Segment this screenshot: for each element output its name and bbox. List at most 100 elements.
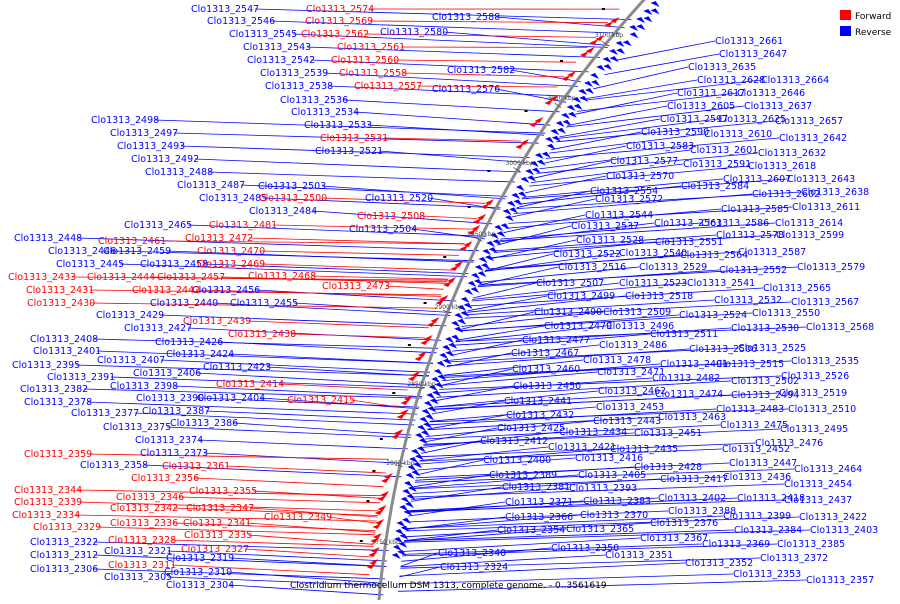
- reverse-gene-arrow: [489, 247, 498, 253]
- feature-marker: [372, 470, 375, 472]
- reverse-gene-arrow: [411, 470, 420, 476]
- gene-label: Clo1313_2635: [688, 62, 756, 73]
- gene-label: Clo1313_2434: [559, 427, 627, 438]
- reverse-gene-arrow: [451, 335, 460, 341]
- reverse-gene-arrow: [537, 160, 546, 166]
- reverse-gene-arrow: [392, 553, 401, 559]
- forward-gene-arrow: [401, 399, 410, 405]
- gene-label: Clo1313_2503: [258, 181, 326, 192]
- legend-forward-swatch: [840, 10, 851, 20]
- gene-label: Clo1313_2538: [265, 81, 333, 92]
- gene-label: Clo1313_2329: [33, 522, 101, 533]
- gene-label: Clo1313_2488: [145, 167, 213, 178]
- gene-label: Clo1313_2526: [781, 371, 849, 382]
- gene-label: Clo1313_2585: [721, 204, 789, 215]
- gene-label: Clo1313_2477: [522, 335, 590, 346]
- gene-label: Clo1313_2386: [170, 418, 238, 429]
- gene-label: Clo1313_2444: [87, 272, 155, 283]
- reverse-gene-arrow: [542, 152, 551, 158]
- gene-label: Clo1313_2664: [761, 75, 829, 86]
- gene-label: Clo1313_2539: [260, 68, 328, 79]
- gene-label: Clo1313_2465: [124, 220, 192, 231]
- reverse-gene-arrow: [454, 327, 463, 333]
- forward-gene-arrow: [481, 203, 490, 209]
- reverse-gene-arrow: [439, 353, 448, 359]
- gene-label: Clo1313_2439: [183, 316, 251, 327]
- reverse-gene-arrow: [421, 430, 430, 436]
- gene-label: Clo1313_2393: [569, 483, 637, 494]
- forward-gene-arrow: [375, 509, 384, 515]
- gene-label: Clo1313_2436: [723, 472, 791, 483]
- gene-label: Clo1313_2358: [80, 460, 148, 471]
- gene-label: Clo1313_2369: [702, 539, 770, 550]
- legend-reverse-swatch: [840, 26, 851, 36]
- gene-label: Clo1313_2531: [320, 133, 388, 144]
- gene-label: Clo1313_2374: [135, 435, 203, 446]
- gene-label: Clo1313_2547: [191, 4, 259, 15]
- connector-line: [399, 567, 440, 577]
- gene-label: Clo1313_2304: [166, 580, 234, 591]
- gene-label: Clo1313_2567: [791, 297, 859, 308]
- gene-label: Clo1313_2487: [177, 180, 245, 191]
- gene-label: Clo1313_2378: [24, 397, 92, 408]
- gene-label: Clo1313_2552: [719, 265, 787, 276]
- reverse-gene-arrow: [451, 321, 460, 327]
- tick-label: 2800 kbp: [386, 460, 414, 467]
- gene-label: Clo1313_2643: [787, 174, 855, 185]
- gene-label: Clo1313_2611: [792, 202, 860, 213]
- gene-label: Clo1313_2306: [30, 564, 98, 575]
- gene-label: Clo1313_2646: [737, 88, 805, 99]
- feature-marker: [560, 60, 563, 62]
- gene-label: Clo1313_2529: [639, 262, 707, 273]
- forward-gene-arrow: [447, 277, 456, 283]
- gene-label: Clo1313_2376: [650, 518, 718, 529]
- reverse-gene-arrow: [616, 48, 625, 54]
- connector-line: [261, 251, 459, 255]
- gene-label: Clo1313_2336: [110, 518, 178, 529]
- reverse-gene-arrow: [643, 9, 652, 15]
- gene-label: Clo1313_2340: [438, 548, 506, 559]
- gene-label: Clo1313_2569: [305, 16, 373, 27]
- gene-label: Clo1313_2346: [116, 492, 184, 503]
- connector-line: [444, 32, 610, 46]
- gene-label: Clo1313_2528: [576, 235, 644, 246]
- reverse-gene-arrow: [513, 199, 522, 205]
- gene-label: Clo1313_2483: [716, 404, 784, 415]
- reverse-gene-arrow: [507, 201, 516, 207]
- gene-label: Clo1313_2586: [701, 218, 769, 229]
- gene-label: Clo1313_2551: [655, 237, 723, 248]
- gene-label: Clo1313_2426: [155, 337, 223, 348]
- connector-line: [180, 497, 380, 503]
- gene-label: Clo1313_2545: [229, 29, 297, 40]
- genome-caption: Clostridium thermocellum DSM 1313, compl…: [290, 581, 607, 591]
- gene-label: Clo1313_2637: [744, 101, 812, 112]
- gene-label: Clo1313_2414: [216, 379, 284, 390]
- feature-marker: [424, 302, 427, 304]
- gene-label: Clo1313_2351: [605, 550, 673, 561]
- gene-label: Clo1313_2579: [797, 262, 865, 273]
- gene-label: Clo1313_2344: [14, 485, 82, 496]
- reverse-gene-arrow: [629, 25, 638, 31]
- reverse-gene-arrow: [481, 263, 490, 269]
- reverse-gene-arrow: [468, 281, 477, 287]
- gene-label: Clo1313_2591: [683, 159, 751, 170]
- gene-label: Clo1313_2328: [108, 535, 176, 546]
- gene-label: Clo1313_2524: [679, 310, 747, 321]
- reverse-gene-arrow: [425, 414, 434, 420]
- gene-label: Clo1313_2366: [505, 512, 573, 523]
- connector-line: [195, 159, 521, 172]
- connector-line: [245, 549, 372, 557]
- reverse-gene-arrow: [411, 449, 420, 455]
- gene-label: Clo1313_2467: [511, 348, 579, 359]
- reverse-gene-arrow: [590, 73, 599, 79]
- gene-label: Clo1313_2584: [681, 181, 749, 192]
- gene-label: Clo1313_2370: [580, 510, 648, 521]
- reverse-gene-arrow: [477, 271, 486, 277]
- reverse-gene-arrow: [445, 337, 454, 343]
- reverse-gene-arrow: [461, 297, 470, 303]
- gene-label: Clo1313_2511: [650, 329, 718, 340]
- gene-label: Clo1313_2508: [357, 211, 425, 222]
- gene-label: Clo1313_2537: [571, 221, 639, 232]
- gene-label: Clo1313_2474: [655, 389, 723, 400]
